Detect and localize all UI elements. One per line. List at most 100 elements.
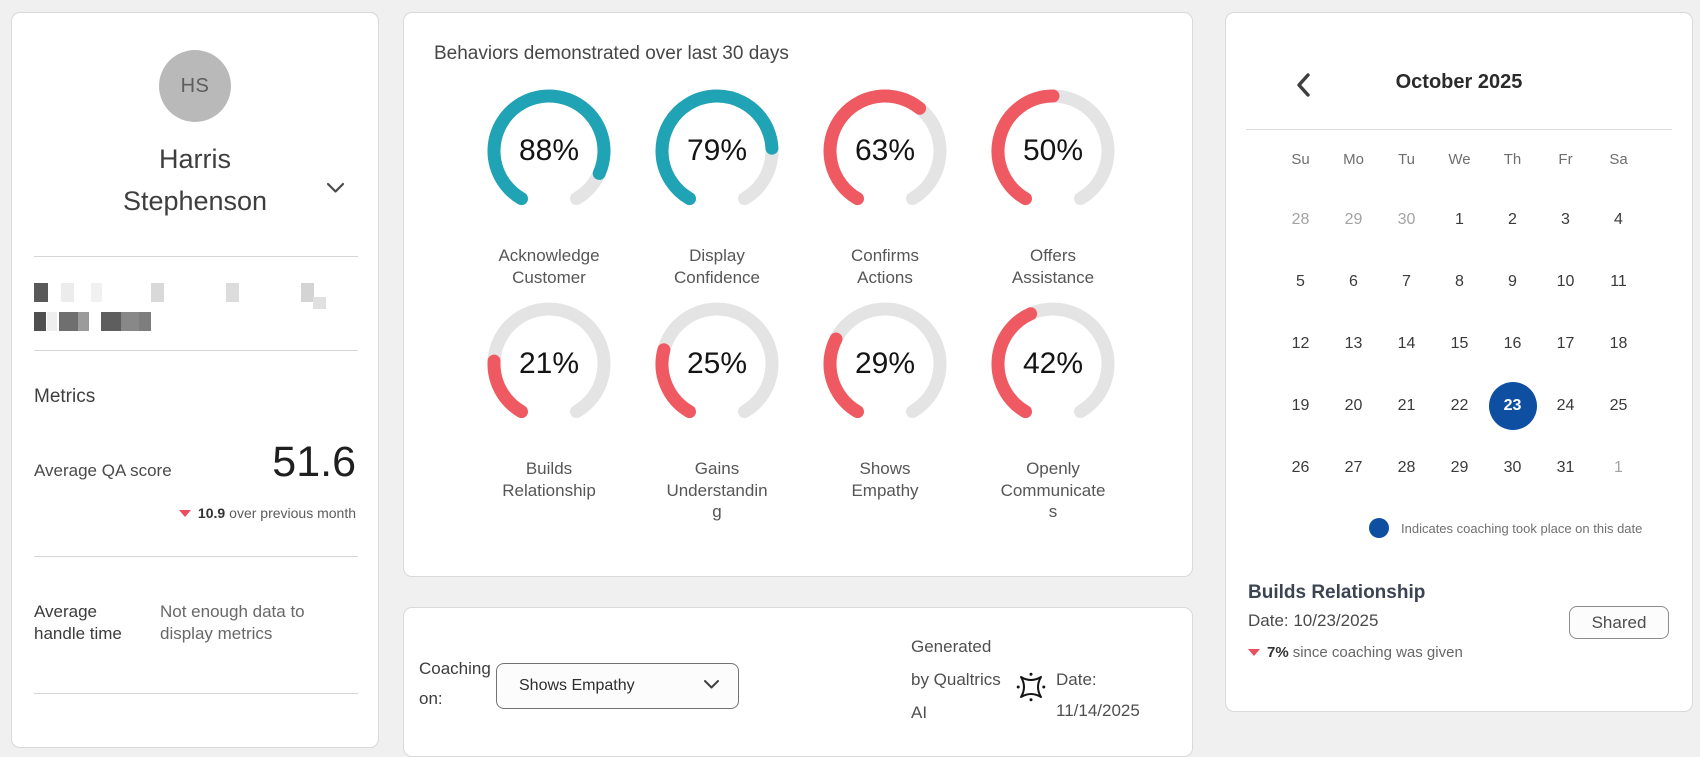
- gauge-label: Offers Assistance: [1011, 246, 1095, 287]
- calendar-day-30[interactable]: 30: [1380, 189, 1433, 251]
- calendar-weekday-header: Su Mo Tu We Th Fr Sa: [1274, 147, 1645, 171]
- calendar-month-title: October 2025: [1395, 71, 1523, 93]
- calendar-day-13[interactable]: 13: [1327, 313, 1380, 375]
- calendar-day-28[interactable]: 28: [1380, 437, 1433, 499]
- calendar-grid: 28 29 30 1 2 3 4 5 6 7 8 9 10 11 12 13 14 15 16 17 18 19 20 21 2…: [1274, 189, 1645, 499]
- calendar-day-29[interactable]: 29: [1433, 437, 1486, 499]
- gauge-value: 79%: [686, 134, 748, 167]
- calendar-day-4[interactable]: 4: [1592, 189, 1645, 251]
- calendar-day-15[interactable]: 15: [1433, 313, 1486, 375]
- calendar-day-number: 1: [1614, 459, 1623, 476]
- profile-name: Harris Stephenson: [122, 144, 268, 216]
- ai-sparkle-icon: [1016, 672, 1046, 707]
- redacted-block: [226, 283, 239, 302]
- calendar-day-number: 25: [1609, 397, 1628, 414]
- behavior-gauge: 79% Display Confidence: [654, 88, 780, 288]
- coaching-detail-title: Builds Relationship: [1248, 582, 1426, 603]
- coaching-detail-date: Date: 10/23/2025: [1248, 611, 1379, 630]
- calendar-day-12[interactable]: 12: [1274, 313, 1327, 375]
- behaviors-title: Behaviors demonstrated over last 30 days: [434, 43, 789, 64]
- weekday-mo: Mo: [1343, 150, 1364, 168]
- chevron-down-icon[interactable]: [326, 181, 345, 199]
- calendar-day-1[interactable]: 1: [1592, 437, 1645, 499]
- redacted-block: [139, 312, 151, 331]
- qa-score-value: 51.6: [272, 438, 356, 486]
- weekday-sa: Sa: [1609, 150, 1628, 168]
- calendar-day-9[interactable]: 9: [1486, 251, 1539, 313]
- weekday-fr: Fr: [1558, 150, 1573, 168]
- calendar-day-5[interactable]: 5: [1274, 251, 1327, 313]
- behavior-gauge: 21% Builds Relationship: [486, 301, 612, 501]
- coaching-topic-select[interactable]: Shows Empathy: [496, 663, 739, 709]
- calendar-day-7[interactable]: 7: [1380, 251, 1433, 313]
- coaching-detail-delta: 7% since coaching was given: [1248, 644, 1463, 661]
- calendar-day-11[interactable]: 11: [1592, 251, 1645, 313]
- calendar-day-6[interactable]: 6: [1327, 251, 1380, 313]
- redacted-block: [47, 312, 57, 331]
- calendar-day-number: 21: [1397, 397, 1416, 414]
- gauge-arc-icon: [991, 89, 1115, 206]
- divider: [34, 256, 358, 257]
- calendar-day-8[interactable]: 8: [1433, 251, 1486, 313]
- gauge-arc-icon: [487, 302, 611, 419]
- calendar-day-30[interactable]: 30: [1486, 437, 1539, 499]
- calendar-day-1[interactable]: 1: [1433, 189, 1486, 251]
- calendar-day-23[interactable]: 23: [1486, 375, 1539, 437]
- calendar-day-16[interactable]: 16: [1486, 313, 1539, 375]
- calendar-day-20[interactable]: 20: [1327, 375, 1380, 437]
- calendar-day-27[interactable]: 27: [1327, 437, 1380, 499]
- calendar-day-18[interactable]: 18: [1592, 313, 1645, 375]
- avatar: HS: [159, 50, 231, 122]
- calendar-day-number: 30: [1397, 211, 1416, 228]
- calendar-day-number: 9: [1508, 273, 1517, 290]
- divider: [34, 350, 358, 351]
- chevron-left-icon[interactable]: [1290, 71, 1316, 99]
- calendar-day-25[interactable]: 25: [1592, 375, 1645, 437]
- gauge-value: 25%: [686, 347, 748, 380]
- calendar-day-28[interactable]: 28: [1274, 189, 1327, 251]
- gauge-value: 50%: [1022, 134, 1084, 167]
- calendar-day-19[interactable]: 19: [1274, 375, 1327, 437]
- calendar-day-3[interactable]: 3: [1539, 189, 1592, 251]
- calendar-day-24[interactable]: 24: [1539, 375, 1592, 437]
- calendar-day-22[interactable]: 22: [1433, 375, 1486, 437]
- calendar-day-17[interactable]: 17: [1539, 313, 1592, 375]
- calendar-day-21[interactable]: 21: [1380, 375, 1433, 437]
- calendar-day-31[interactable]: 31: [1539, 437, 1592, 499]
- gauge-value: 42%: [1022, 347, 1084, 380]
- behavior-gauge: 25% Gains Understandin g: [654, 301, 780, 523]
- divider: [1246, 129, 1672, 130]
- calendar-day-number: 23: [1488, 382, 1537, 430]
- calendar-day-number: 15: [1450, 335, 1469, 352]
- calendar-day-10[interactable]: 10: [1539, 251, 1592, 313]
- calendar-day-number: 4: [1614, 211, 1623, 228]
- calendar-day-number: 24: [1556, 397, 1575, 414]
- calendar-day-2[interactable]: 2: [1486, 189, 1539, 251]
- calendar-day-29[interactable]: 29: [1327, 189, 1380, 251]
- redacted-block: [78, 312, 89, 331]
- handle-time-value: Not enough data to display metrics: [160, 602, 305, 644]
- calendar-day-number: 28: [1291, 211, 1310, 228]
- calendar-day-number: 26: [1291, 459, 1310, 476]
- calendar-day-14[interactable]: 14: [1380, 313, 1433, 375]
- calendar-day-number: 28: [1397, 459, 1416, 476]
- trend-down-icon: [178, 509, 191, 517]
- calendar-panel: October 2025 Su Mo Tu We Th Fr Sa 28 29 30 1 2 3 4 5 6…: [1225, 12, 1693, 712]
- calendar-day-26[interactable]: 26: [1274, 437, 1327, 499]
- coaching-topic-value: Shows Empathy: [519, 677, 635, 694]
- divider: [34, 556, 358, 557]
- behaviors-panel: Behaviors demonstrated over last 30 days…: [403, 12, 1193, 577]
- shared-button[interactable]: Shared: [1569, 606, 1669, 639]
- calendar-day-number: 3: [1561, 211, 1570, 228]
- behavior-gauge: 29% Shows Empathy: [822, 301, 948, 501]
- divider: [34, 693, 358, 694]
- calendar-day-number: 5: [1296, 273, 1305, 290]
- calendar-day-number: 29: [1344, 211, 1363, 228]
- calendar-day-number: 17: [1556, 335, 1575, 352]
- calendar-day-number: 12: [1291, 335, 1310, 352]
- gauge-value: 88%: [518, 134, 580, 167]
- behavior-gauge: 63% Confirms Actions: [822, 88, 948, 288]
- trend-down-icon: [1248, 649, 1260, 656]
- gauge-label: Confirms Actions: [850, 246, 919, 287]
- redacted-block: [121, 312, 139, 331]
